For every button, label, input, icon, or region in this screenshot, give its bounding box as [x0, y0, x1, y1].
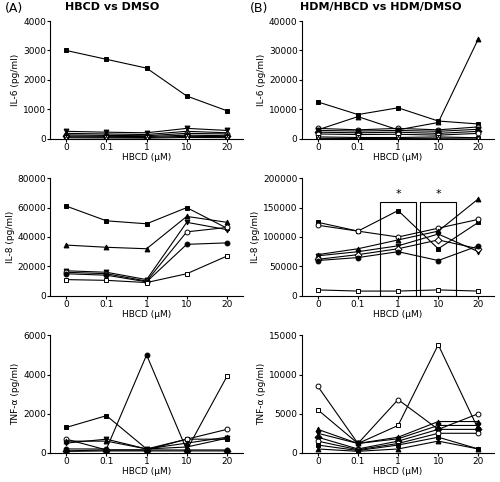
X-axis label: HBCD (μM): HBCD (μM): [374, 468, 422, 476]
X-axis label: HBCD (μM): HBCD (μM): [122, 153, 171, 162]
Y-axis label: IL-6 (pg/ml): IL-6 (pg/ml): [12, 54, 20, 106]
Text: *: *: [396, 189, 401, 199]
Text: *: *: [436, 189, 441, 199]
Y-axis label: TNF-α (pg/ml): TNF-α (pg/ml): [12, 363, 20, 425]
X-axis label: HBCD (μM): HBCD (μM): [122, 468, 171, 476]
Bar: [420, 202, 457, 296]
X-axis label: HBCD (μM): HBCD (μM): [374, 310, 422, 320]
Y-axis label: IL-6 (pg/ml): IL-6 (pg/ml): [257, 54, 266, 106]
Y-axis label: TNF-α (pg/ml): TNF-α (pg/ml): [257, 363, 266, 425]
Bar: [380, 202, 416, 296]
Text: (B): (B): [250, 2, 268, 15]
Text: HDM/HBCD vs HDM/DMSO: HDM/HBCD vs HDM/DMSO: [300, 2, 462, 13]
Y-axis label: IL-8 (pg/ml): IL-8 (pg/ml): [252, 211, 260, 263]
X-axis label: HBCD (μM): HBCD (μM): [122, 310, 171, 320]
X-axis label: HBCD (μM): HBCD (μM): [374, 153, 422, 162]
Text: (A): (A): [5, 2, 23, 15]
Y-axis label: IL-8 (pg/ml): IL-8 (pg/ml): [6, 211, 15, 263]
Text: HBCD vs DMSO: HBCD vs DMSO: [65, 2, 159, 13]
